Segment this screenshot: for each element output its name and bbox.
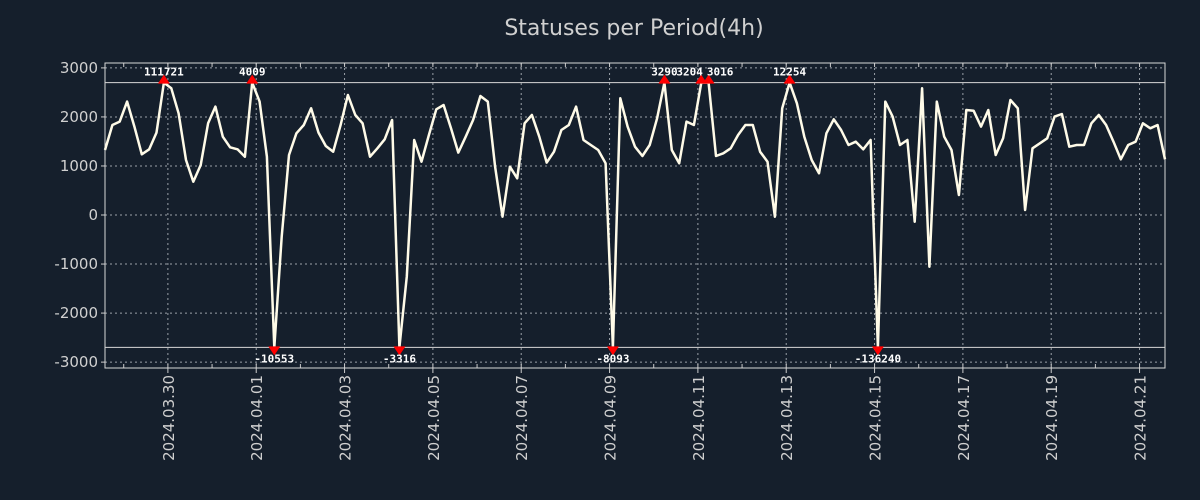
clip-marker-up [658,74,671,84]
x-tick-label: 2024.04.03 [337,375,355,461]
clip-marker-down [606,346,619,356]
y-tick-label: -3000 [54,353,98,371]
y-tick-label: 2000 [60,108,98,126]
clip-marker-down [871,346,884,356]
y-tick-label: 0 [88,206,98,224]
series-line [103,81,1167,349]
x-tick-label: 2024.04.17 [955,375,973,461]
x-tick-label: 2024.04.11 [690,375,708,461]
clip-marker-down [393,346,406,356]
y-tick-label: -1000 [54,255,98,273]
x-tick-label: 2024.04.19 [1043,375,1061,461]
clip-marker-up [246,74,259,84]
clip-marker-down [268,346,281,356]
plot-frame [104,62,1166,369]
clip-marker-up [702,74,715,84]
clip-marker-up [783,74,796,84]
data-label: -136240 [855,352,901,365]
data-label: 3016 [707,66,734,79]
x-tick-label: 2024.04.21 [1132,375,1150,461]
data-label: 111721 [144,66,184,79]
x-tick-label: 2024.04.07 [513,375,531,461]
chart-title: Statuses per Period(4h) [504,16,764,41]
data-label: 4009 [239,66,266,79]
x-tick-label: 2024.04.15 [867,375,885,461]
x-tick-label: 2024.04.05 [425,375,443,461]
data-label: 3204 [676,66,703,79]
x-tick-label: 2024.03.30 [160,375,178,461]
data-label: -10553 [254,352,294,365]
data-label: -8093 [596,352,629,365]
data-label: 12254 [773,66,806,79]
x-tick-label: 2024.04.13 [778,375,796,461]
y-tick-label: 1000 [60,157,98,175]
y-tick-label: -2000 [54,304,98,322]
x-tick-label: 2024.04.09 [602,375,620,461]
y-tick-label: 3000 [60,59,98,77]
data-label: -3316 [383,352,416,365]
clip-marker-up [157,74,170,84]
data-label: 3290 [651,66,678,79]
x-tick-label: 2024.04.01 [248,375,266,461]
